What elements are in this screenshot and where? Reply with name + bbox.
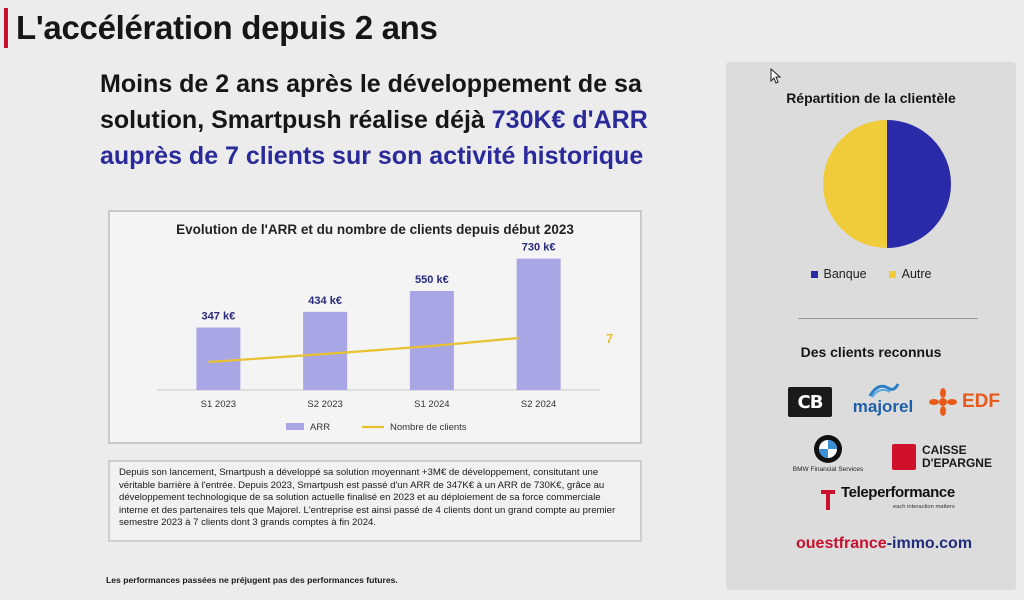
mouse-cursor-icon xyxy=(770,68,782,84)
majorel-mark-icon xyxy=(868,383,900,398)
legend-label-clients: Nombre de clients xyxy=(390,422,467,433)
bar-0 xyxy=(196,327,241,390)
bar-value-label-2: 550 k€ xyxy=(415,274,449,286)
clientele-title: Répartition de la clientèle xyxy=(786,90,956,106)
x-tick-label-1: S2 2023 xyxy=(307,399,342,410)
teleperformance-tagline: each interaction matters xyxy=(892,504,955,510)
description-text: Depuis son lancement, Smartpush a dévelo… xyxy=(119,467,616,529)
legend-item-banque: Banque xyxy=(810,267,867,281)
legend-label-autre: Autre xyxy=(901,267,932,281)
teleperformance-mark-icon xyxy=(821,490,835,510)
ouestfrance-text: ouestfrance xyxy=(796,535,887,552)
legend-swatch-autre xyxy=(888,270,896,278)
caisse-epargne-logo: CAISSE D'EPARGNE xyxy=(892,440,1002,474)
bar-3 xyxy=(516,258,561,390)
caisse-epargne-line2: D'EPARGNE xyxy=(922,456,992,470)
headline-accent: 730K€ d'ARR auprès de 7 clients sur son … xyxy=(100,106,648,170)
teleperformance-logo: Teleperformance each interaction matters xyxy=(820,484,970,516)
bar-value-label-3: 730 k€ xyxy=(522,242,556,254)
x-tick-label-2: S1 2024 xyxy=(414,399,449,410)
clients-title: Des clients reconnus xyxy=(800,344,942,360)
clients-line xyxy=(208,336,519,364)
bar-1 xyxy=(303,311,348,390)
cb-logo-text: CB xyxy=(797,391,824,413)
panel-divider xyxy=(798,318,978,319)
headline: Moins de 2 ans après le développement de… xyxy=(100,66,720,174)
cb-logo: CB xyxy=(788,387,832,417)
pie-slice-autre xyxy=(823,120,887,248)
clients-line-end-label: 7 xyxy=(606,331,613,346)
legend-swatch-arr xyxy=(286,423,304,430)
bar-value-label-0: 347 k€ xyxy=(202,311,236,323)
x-tick-label-0: S1 2023 xyxy=(201,399,236,410)
pie-slice-banque xyxy=(887,120,951,248)
legend-swatch-banque xyxy=(810,270,818,278)
bar-value-label-1: 434 k€ xyxy=(308,295,342,307)
pie-legend: Banque Autre xyxy=(726,267,1016,281)
bmw-roundel-icon xyxy=(814,435,842,463)
legend-label-banque: Banque xyxy=(823,267,867,281)
bar-2 xyxy=(409,291,454,390)
majorel-logo: majorel xyxy=(850,380,916,424)
arr-chart: Evolution de l'ARR et du nombre de clien… xyxy=(108,210,642,444)
majorel-logo-text: majorel xyxy=(852,397,914,416)
x-tick-label-3: S2 2024 xyxy=(521,399,556,410)
bmw-logo: BMW Financial Services xyxy=(788,434,868,480)
ouestfrance-immo-text: -immo.com xyxy=(886,535,973,552)
caisse-epargne-squirrel-icon xyxy=(892,444,916,470)
chart-title: Evolution de l'ARR et du nombre de clien… xyxy=(176,222,574,237)
edf-logo-text: EDF xyxy=(962,391,1000,412)
legend-item-autre: Autre xyxy=(888,267,932,281)
caisse-epargne-line1: CAISSE xyxy=(922,443,967,457)
clientele-pie xyxy=(823,120,951,248)
description-box: Depuis son lancement, Smartpush a dévelo… xyxy=(108,460,642,542)
edf-logo: EDF xyxy=(928,387,1004,417)
arr-chart-svg: 347 k€ S1 2023 434 k€ S2 2023 550 k€ S1 2024 7… xyxy=(157,242,613,433)
page-title: L'accélération depuis 2 ans xyxy=(16,9,438,46)
right-panel: Répartition de la clientèle Banque Autre… xyxy=(726,62,1016,590)
headline-text: Moins de 2 ans après le développement de… xyxy=(100,70,642,134)
ouestfrance-immo-logo: ouestfrance -immo.com xyxy=(796,532,996,556)
bmw-caption: BMW Financial Services xyxy=(792,466,864,473)
disclaimer: Les performances passées ne préjugent pa… xyxy=(106,575,398,585)
title-accent-bar xyxy=(4,8,8,48)
edf-flower-icon xyxy=(929,388,957,416)
legend-label-arr: ARR xyxy=(310,422,330,433)
teleperformance-text: Teleperformance xyxy=(841,484,955,501)
